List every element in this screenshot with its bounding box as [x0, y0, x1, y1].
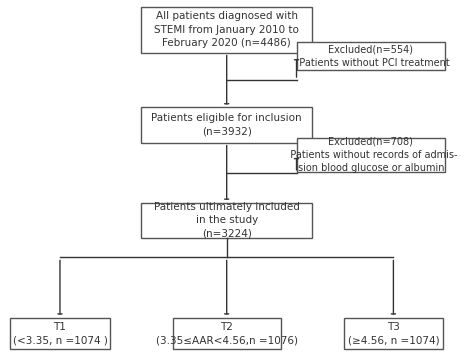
Text: Excluded(n=554)
  Patients without PCI treatment: Excluded(n=554) Patients without PCI tre… [292, 44, 449, 68]
FancyBboxPatch shape [297, 138, 445, 172]
FancyBboxPatch shape [10, 318, 109, 349]
FancyBboxPatch shape [297, 42, 445, 70]
Text: T1
(<3.35, n =1074 ): T1 (<3.35, n =1074 ) [12, 322, 108, 345]
Text: Patients eligible for inclusion
(n=3932): Patients eligible for inclusion (n=3932) [151, 114, 302, 137]
Text: All patients diagnosed with
STEMI from January 2010 to
February 2020 (n=4486): All patients diagnosed with STEMI from J… [154, 11, 299, 48]
FancyBboxPatch shape [141, 108, 312, 143]
Text: T2
(3.35≤AAR<4.56,n =1076): T2 (3.35≤AAR<4.56,n =1076) [155, 322, 298, 345]
FancyBboxPatch shape [141, 203, 312, 238]
Text: Patients ultimately included
in the study
(n=3224): Patients ultimately included in the stud… [154, 202, 300, 239]
FancyBboxPatch shape [173, 318, 281, 349]
FancyBboxPatch shape [141, 7, 312, 53]
Text: Excluded(n=708)
  Patients without records of admis-
sion blood glucose or album: Excluded(n=708) Patients without records… [284, 137, 457, 173]
Text: T3
(≥4.56, n =1074): T3 (≥4.56, n =1074) [347, 322, 439, 345]
FancyBboxPatch shape [344, 318, 443, 349]
